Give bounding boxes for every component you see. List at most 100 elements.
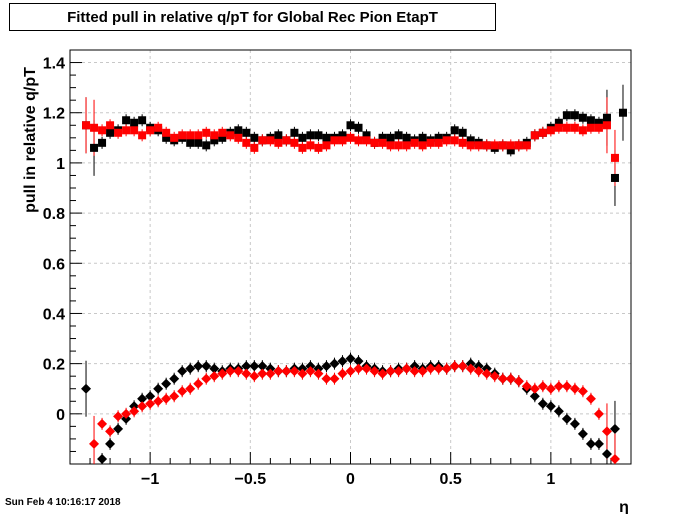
y-tick-label: 1 [56, 156, 65, 173]
data-point-diamond-s3 [417, 366, 428, 377]
data-point-square-s0 [106, 128, 115, 137]
data-point-square-s1 [154, 123, 163, 132]
data-point-diamond-s2 [153, 383, 164, 394]
data-point-diamond-s2 [313, 363, 324, 374]
data-point-diamond-s3 [585, 393, 596, 404]
data-point-diamond-s3 [513, 376, 524, 387]
data-point-square-s0 [586, 116, 595, 125]
data-point-square-s0 [570, 111, 579, 120]
data-point-diamond-s2 [249, 361, 260, 372]
data-point-square-s1 [490, 141, 499, 150]
data-point-square-s0 [250, 133, 259, 142]
data-point-diamond-s2 [473, 361, 484, 372]
data-point-diamond-s2 [337, 356, 348, 367]
data-point-diamond-s3 [177, 386, 188, 397]
data-point-diamond-s3 [113, 411, 124, 422]
data-point-diamond-s3 [489, 371, 500, 382]
data-point-diamond-s3 [289, 366, 300, 377]
data-point-square-s1 [314, 143, 323, 152]
data-point-square-s1 [330, 136, 339, 145]
data-point-square-s1 [370, 138, 379, 147]
data-point-square-s1 [186, 131, 195, 140]
data-point-diamond-s3 [217, 368, 228, 379]
data-point-square-s1 [562, 123, 571, 132]
data-point-square-s1 [274, 138, 283, 147]
data-point-square-s1 [418, 141, 427, 150]
data-point-diamond-s3 [441, 363, 452, 374]
data-point-diamond-s3 [297, 368, 308, 379]
y-tick-label: 0.6 [43, 256, 65, 273]
data-point-square-s0 [458, 128, 467, 137]
data-point-diamond-s3 [281, 366, 292, 377]
data-point-diamond-s3 [193, 378, 204, 389]
data-point-diamond-s3 [497, 373, 508, 384]
data-point-square-s1 [130, 126, 139, 135]
data-point-square-s1 [106, 121, 115, 130]
y-tick-label: 0 [56, 407, 65, 424]
data-point-diamond-s3 [329, 373, 340, 384]
data-point-diamond-s2 [345, 353, 356, 364]
data-point-square-s1 [82, 121, 91, 130]
data-point-diamond-s2 [145, 391, 156, 402]
data-point-diamond-s3 [377, 368, 388, 379]
data-point-diamond-s2 [561, 413, 572, 424]
data-point-square-s1 [210, 131, 219, 140]
data-point-square-s1 [138, 131, 147, 140]
data-point-diamond-s2 [97, 453, 108, 464]
data-point-square-s1 [178, 131, 187, 140]
data-point-square-s1 [514, 141, 523, 150]
data-point-diamond-s2 [305, 361, 316, 372]
data-point-square-s1 [394, 141, 403, 150]
data-point-square-s1 [578, 126, 587, 135]
chart-title: Fitted pull in relative q/pT for Global … [67, 9, 438, 26]
data-point-diamond-s2 [81, 383, 92, 394]
data-point-square-s0 [122, 116, 131, 125]
x-tick-label: −0.5 [235, 471, 267, 488]
data-point-square-s1 [522, 141, 531, 150]
data-point-square-s0 [242, 128, 251, 137]
data-point-diamond-s3 [153, 396, 164, 407]
data-point-square-s1 [266, 136, 275, 145]
data-point-square-s0 [378, 133, 387, 142]
data-point-diamond-s2 [409, 361, 420, 372]
data-point-diamond-s3 [393, 366, 404, 377]
data-point-square-s1 [442, 136, 451, 145]
data-point-square-s1 [194, 131, 203, 140]
data-point-square-s1 [434, 138, 443, 147]
y-tick-label: 0.4 [43, 306, 65, 323]
data-point-diamond-s2 [353, 356, 364, 367]
data-point-square-s0 [602, 113, 611, 122]
data-point-diamond-s2 [209, 363, 220, 374]
data-point-diamond-s3 [241, 368, 252, 379]
data-point-square-s1 [554, 123, 563, 132]
data-point-square-s1 [426, 138, 435, 147]
data-point-square-s0 [554, 118, 563, 127]
data-point-square-s1 [114, 128, 123, 137]
data-point-square-s1 [170, 133, 179, 142]
timestamp: Sun Feb 4 10:16:17 2018 [5, 497, 121, 508]
data-point-diamond-s3 [121, 408, 132, 419]
data-point-square-s1 [410, 138, 419, 147]
data-point-diamond-s3 [449, 361, 460, 372]
data-point-square-s1 [146, 126, 155, 135]
data-point-square-s1 [306, 141, 315, 150]
data-point-square-s1 [218, 128, 227, 137]
data-point-diamond-s2 [129, 401, 140, 412]
data-point-diamond-s3 [553, 381, 564, 392]
data-point-diamond-s3 [353, 363, 364, 374]
data-point-square-s1 [530, 131, 539, 140]
data-point-square-s1 [506, 141, 515, 150]
data-point-diamond-s3 [97, 418, 108, 429]
data-point-diamond-s3 [401, 363, 412, 374]
data-point-diamond-s3 [433, 363, 444, 374]
data-point-diamond-s3 [425, 363, 436, 374]
data-point-square-s0 [418, 133, 427, 142]
data-point-square-s0 [466, 136, 475, 145]
data-point-square-s0 [434, 133, 443, 142]
grid [70, 50, 631, 464]
data-point-square-s0 [274, 131, 283, 140]
data-point-square-s1 [322, 141, 331, 150]
data-point-square-s1 [594, 123, 603, 132]
data-point-diamond-s3 [569, 383, 580, 394]
data-point-square-s1 [570, 123, 579, 132]
